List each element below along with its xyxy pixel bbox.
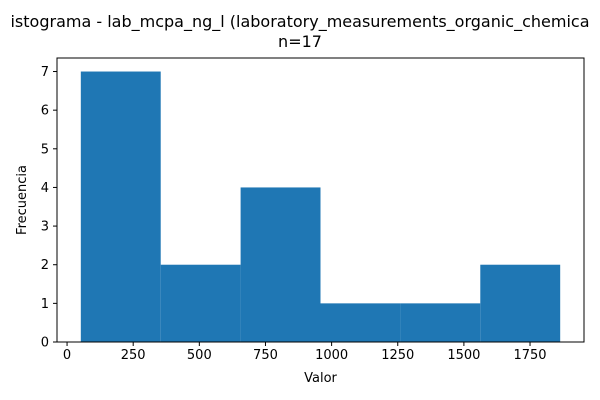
y-axis-ticks: 0 1 2 3 4 5 6 7 xyxy=(41,65,57,351)
axes-frame xyxy=(56,57,585,343)
bars-group xyxy=(80,71,561,343)
chart-title-block: istograma - lab_mcpa_ng_l (laboratory_me… xyxy=(0,12,600,52)
x-tick-label: 500 xyxy=(187,348,212,363)
y-tick-label: 3 xyxy=(41,220,49,235)
y-tick-label: 1 xyxy=(41,297,49,312)
histogram-bar xyxy=(480,264,561,342)
histogram-bar xyxy=(160,264,241,342)
x-tick-label: 1000 xyxy=(315,348,348,363)
y-tick-label: 2 xyxy=(41,258,49,273)
x-axis-label: Valor xyxy=(304,371,337,386)
y-tick-label: 0 xyxy=(41,336,49,351)
y-tick-label: 7 xyxy=(41,65,49,80)
histogram-bar xyxy=(80,71,161,343)
y-tick-label: 4 xyxy=(41,181,49,196)
histogram-bar xyxy=(400,303,481,342)
x-tick-label: 0 xyxy=(63,348,71,363)
x-tick-label: 250 xyxy=(121,348,146,363)
x-tick-label: 1750 xyxy=(513,348,546,363)
chart-subtitle: n=17 xyxy=(278,32,322,51)
y-axis-label: Frecuencia xyxy=(15,165,30,235)
x-axis-ticks: 0 250 500 750 1000 1250 1500 1750 xyxy=(63,342,547,363)
x-tick-label: 1500 xyxy=(447,348,480,363)
y-tick-label: 6 xyxy=(41,104,49,119)
y-tick-label: 5 xyxy=(41,142,49,157)
x-tick-label: 1250 xyxy=(381,348,414,363)
histogram-bar xyxy=(320,303,401,342)
x-tick-label: 750 xyxy=(253,348,278,363)
chart-title: istograma - lab_mcpa_ng_l (laboratory_me… xyxy=(10,12,590,31)
histogram-bar xyxy=(240,187,321,342)
